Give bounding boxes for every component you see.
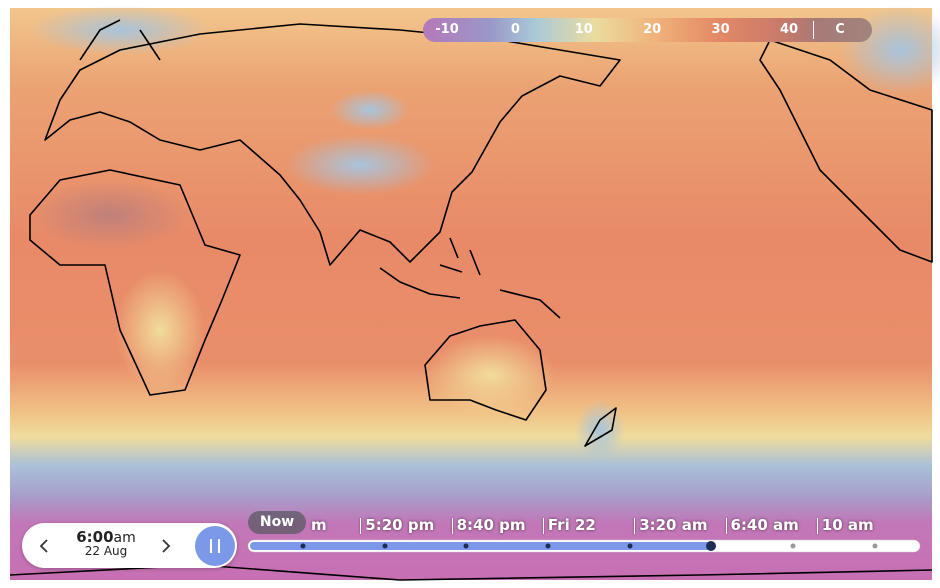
temperature-legend: -10 0 10 20 30 40 C	[423, 18, 872, 42]
timeline-separator	[542, 518, 544, 534]
timeline-handle[interactable]	[706, 541, 716, 551]
legend-unit: C	[835, 22, 845, 37]
timeline-label: 6:40 am	[730, 516, 799, 534]
coastlines	[9, 19, 933, 581]
timeline-label: Fri 22	[547, 516, 596, 534]
timeline-label: 5:20 pm	[365, 516, 435, 534]
timeline-separator	[816, 518, 818, 534]
time-display: 6:00am 22 Aug	[72, 527, 140, 558]
timeline-label: m	[311, 516, 327, 534]
legend-label: 20	[643, 22, 662, 37]
temperature-patches	[30, 5, 940, 460]
timeline-separator	[451, 518, 453, 534]
now-badge[interactable]: Now	[248, 511, 306, 534]
timeline-label: 3:20 am	[639, 516, 708, 534]
legend-label: 10	[574, 22, 593, 37]
next-button[interactable]	[160, 538, 172, 554]
pause-button[interactable]	[195, 526, 235, 566]
prev-button[interactable]	[38, 538, 50, 554]
legend-label: 0	[510, 22, 520, 37]
legend-label: 30	[711, 22, 730, 37]
timeline-label: 10 am	[821, 516, 874, 534]
period: am	[113, 530, 136, 546]
date: 22 Aug	[84, 544, 128, 558]
timeline-label: 8:40 pm	[456, 516, 526, 534]
legend-label: 40	[779, 22, 799, 37]
timeline-separator	[725, 518, 727, 534]
timeline-separator	[360, 518, 362, 534]
time-control: 6:00am 22 Aug	[22, 523, 237, 568]
time: 6:00	[76, 528, 114, 546]
legend-label: -10	[435, 22, 459, 37]
legend-divider	[813, 21, 814, 39]
timeline-separator	[634, 518, 636, 534]
